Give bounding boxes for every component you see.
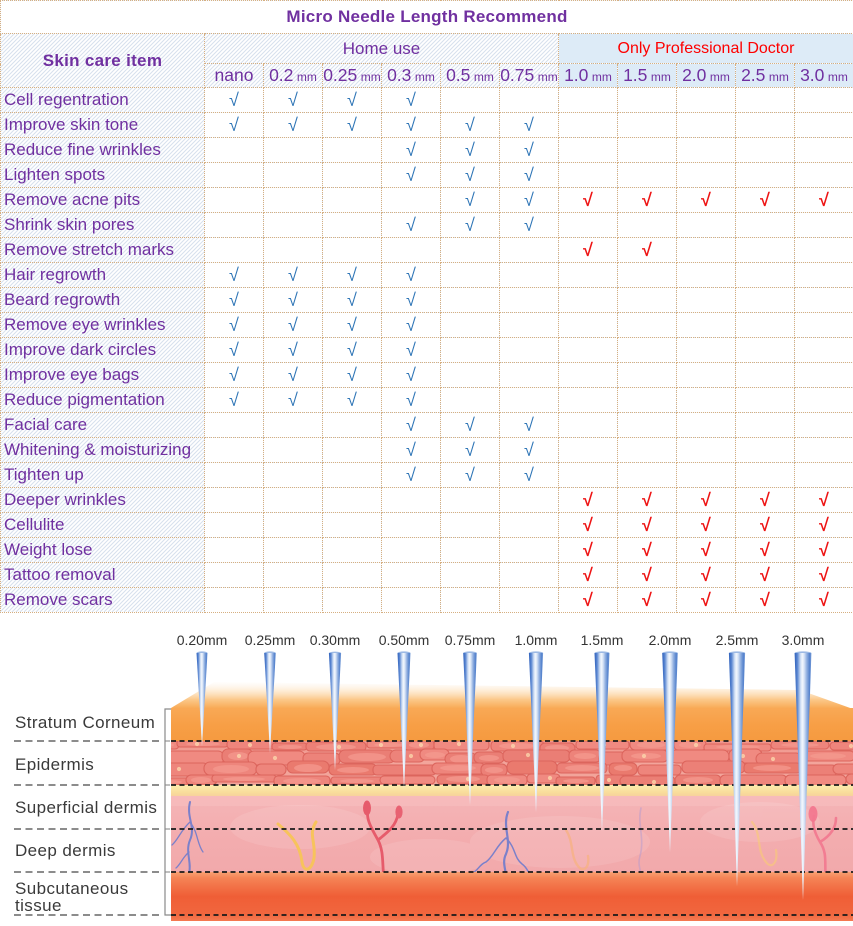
svg-text:3.0mm: 3.0mm	[782, 632, 825, 648]
svg-text:Subcutaneous: Subcutaneous	[15, 879, 129, 898]
svg-text:tissue: tissue	[15, 896, 62, 915]
svg-text:0.30mm: 0.30mm	[310, 632, 361, 648]
svg-text:0.20mm: 0.20mm	[177, 632, 228, 648]
svg-text:2.0mm: 2.0mm	[649, 632, 692, 648]
svg-text:Superficial dermis: Superficial dermis	[15, 798, 157, 817]
svg-text:1.5mm: 1.5mm	[581, 632, 624, 648]
svg-text:0.75mm: 0.75mm	[445, 632, 496, 648]
svg-text:0.25mm: 0.25mm	[245, 632, 296, 648]
svg-text:Stratum Corneum: Stratum Corneum	[15, 713, 155, 732]
svg-text:0.50mm: 0.50mm	[379, 632, 430, 648]
svg-text:1.0mm: 1.0mm	[515, 632, 558, 648]
svg-text:Deep dermis: Deep dermis	[15, 841, 116, 860]
svg-text:2.5mm: 2.5mm	[716, 632, 759, 648]
svg-text:Epidermis: Epidermis	[15, 755, 94, 774]
